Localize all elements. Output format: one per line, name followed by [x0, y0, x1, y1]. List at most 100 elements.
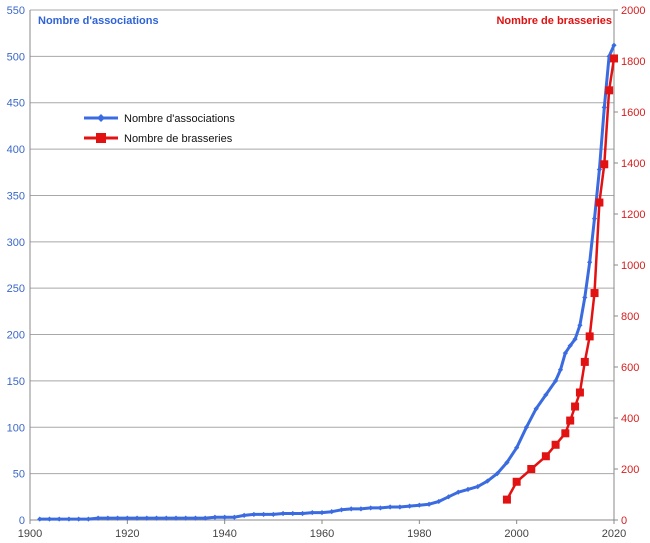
left-tick-label: 150: [7, 376, 25, 388]
x-tick-label: 1940: [212, 528, 236, 540]
data-point-associations: [358, 506, 364, 512]
data-point-associations: [475, 484, 481, 490]
data-point-associations: [95, 515, 101, 521]
data-point-associations: [407, 503, 413, 509]
legend: Nombre d'associations Nombre de brasseri…: [84, 113, 235, 145]
data-point-associations: [601, 104, 607, 110]
left-tick-label: 450: [7, 98, 25, 110]
data-point-brasseries: [527, 465, 536, 473]
right-tick-label: 0: [621, 515, 627, 527]
legend-label-associations: Nombre d'associations: [124, 113, 235, 125]
data-point-associations: [222, 514, 228, 520]
data-point-associations: [192, 515, 199, 521]
data-point-associations: [567, 343, 573, 349]
x-tick-label: 2000: [504, 528, 528, 540]
data-point-brasseries: [541, 452, 550, 461]
data-point-associations: [377, 505, 383, 511]
left-axis-title: Nombre d'associations: [38, 15, 159, 27]
data-point-associations: [338, 507, 345, 513]
data-point-associations: [348, 506, 354, 512]
data-point-brasseries: [551, 440, 560, 449]
data-point-associations: [329, 509, 335, 515]
series-group: [37, 42, 618, 522]
data-point-associations: [397, 504, 403, 510]
data-point-associations: [504, 459, 510, 466]
data-point-associations: [387, 504, 393, 510]
data-point-associations: [445, 494, 452, 500]
data-point-associations: [582, 294, 588, 301]
data-point-brasseries: [600, 160, 609, 169]
right-tick-label: 1200: [621, 209, 645, 221]
data-point-brasseries: [512, 477, 521, 486]
data-point-brasseries: [605, 86, 614, 95]
data-point-associations: [484, 478, 491, 484]
data-point-associations: [231, 514, 237, 520]
data-point-associations: [134, 515, 140, 521]
legend-marker-associations: [97, 114, 105, 122]
right-tick-label: 600: [621, 362, 639, 374]
data-point-associations: [543, 392, 549, 398]
data-point-associations: [173, 515, 179, 521]
data-point-brasseries: [590, 289, 599, 298]
right-tick-label: 800: [621, 311, 639, 323]
data-point-brasseries: [502, 495, 511, 504]
x-tick-label: 1980: [407, 528, 431, 540]
left-tick-label: 0: [19, 515, 25, 527]
data-point-associations: [270, 511, 276, 518]
x-tick-label: 1900: [18, 528, 42, 540]
data-point-associations: [309, 509, 315, 516]
right-tick-label: 1000: [621, 260, 645, 272]
left-tick-label: 50: [13, 469, 25, 481]
data-point-associations: [465, 486, 471, 492]
data-point-associations: [455, 489, 461, 495]
data-point-associations: [76, 516, 82, 522]
grid-lines: [30, 9, 614, 521]
series-line-brasseries: [505, 58, 616, 501]
data-point-associations: [202, 515, 208, 521]
legend-entry-brasseries: Nombre de brasseries: [84, 133, 233, 145]
data-point-brasseries: [566, 416, 575, 425]
data-point-associations: [46, 516, 53, 522]
data-point-associations: [261, 511, 267, 518]
x-tick-label: 1920: [115, 528, 139, 540]
data-point-associations: [416, 502, 422, 508]
data-point-associations: [144, 515, 150, 521]
data-point-brasseries: [580, 357, 589, 366]
tick-labels: 0 50 100 150 200 250 300 350 400 450 500 550 0 200 400…: [7, 5, 646, 540]
left-tick-label: 250: [7, 283, 25, 295]
data-point-associations: [523, 424, 529, 430]
data-point-associations: [212, 514, 218, 520]
legend-entry-associations: Nombre d'associations: [84, 113, 235, 125]
data-point-associations: [533, 406, 539, 412]
data-point-associations: [241, 512, 247, 518]
left-tick-label: 500: [7, 51, 25, 63]
data-point-associations: [56, 516, 62, 522]
left-tick-label: 350: [7, 190, 25, 202]
data-point-brasseries: [585, 332, 594, 341]
data-point-associations: [251, 511, 257, 518]
right-axis-title: Nombre de brasseries: [496, 15, 612, 27]
left-tick-label: 300: [7, 237, 25, 249]
data-point-brasseries: [571, 402, 580, 411]
legend-marker-brasseries: [96, 133, 106, 143]
data-point-associations: [163, 515, 169, 521]
right-tick-label: 200: [621, 464, 639, 476]
left-tick-label: 100: [7, 422, 25, 434]
right-tick-label: 2000: [621, 5, 645, 17]
right-tick-label: 1400: [621, 158, 645, 170]
data-point-associations: [577, 322, 583, 328]
data-point-associations: [591, 216, 598, 222]
left-tick-label: 400: [7, 144, 25, 156]
data-point-associations: [280, 510, 286, 517]
data-point-associations: [299, 510, 306, 517]
data-point-associations: [124, 515, 130, 521]
data-point-associations: [436, 498, 442, 505]
data-point-associations: [587, 259, 593, 265]
data-point-brasseries: [575, 388, 584, 397]
data-point-associations: [85, 516, 91, 522]
data-point-brasseries: [595, 198, 604, 207]
right-tick-label: 1800: [621, 56, 645, 68]
data-point-associations: [319, 509, 325, 516]
data-point-associations: [153, 515, 160, 521]
data-point-associations: [115, 515, 121, 521]
